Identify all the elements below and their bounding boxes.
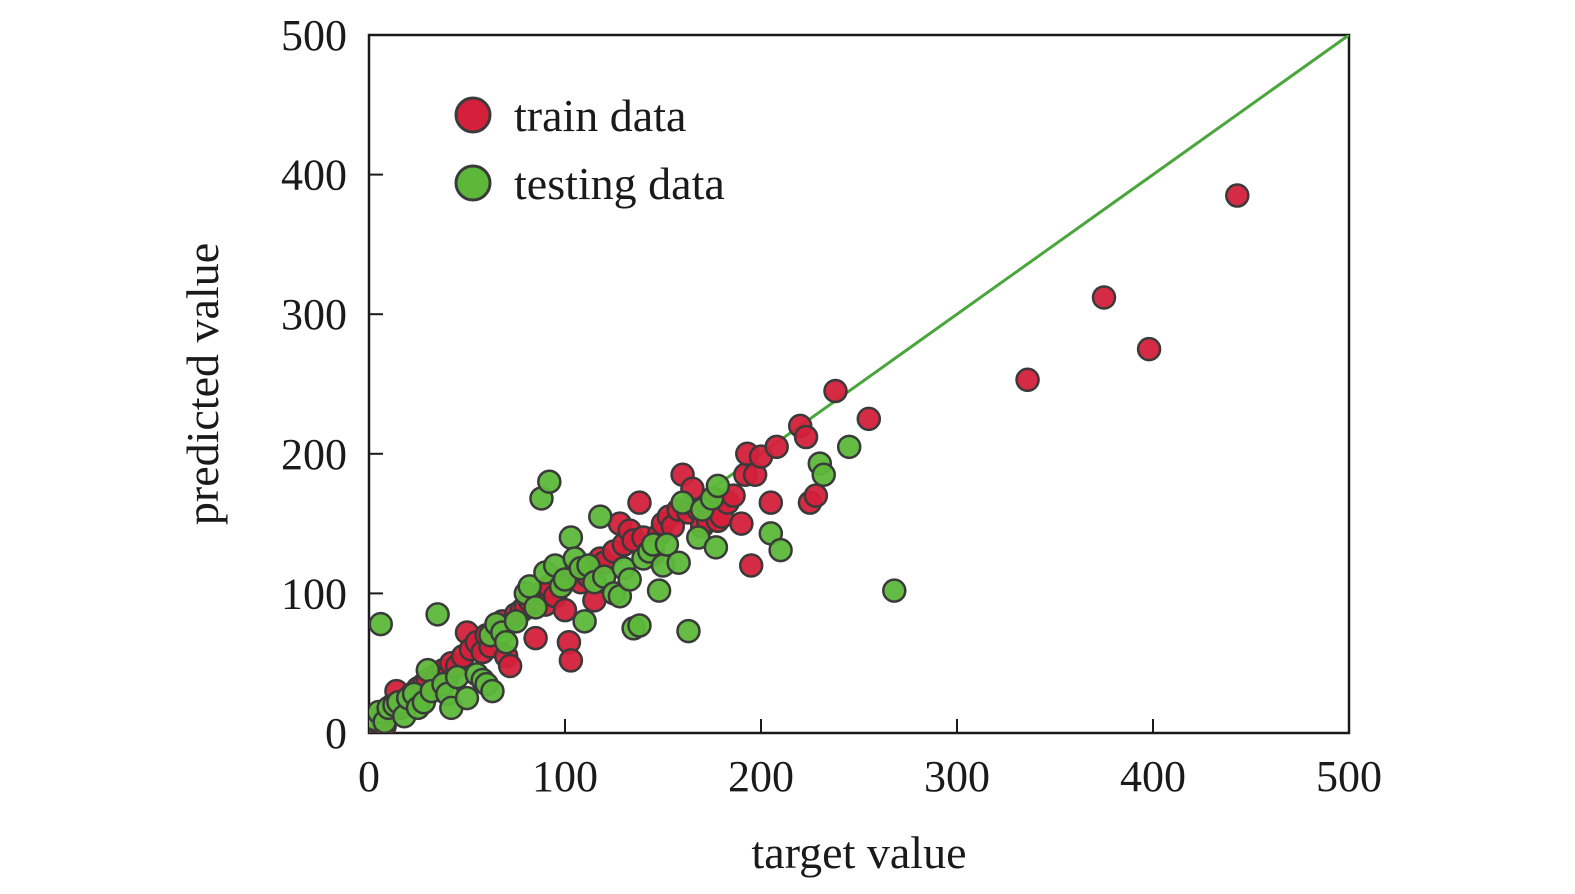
data-point: [627, 613, 652, 638]
data-point: [758, 490, 784, 515]
legend-marker: [454, 96, 492, 134]
x-tick-label: 200: [728, 752, 794, 801]
y-tick-label: 100: [281, 569, 347, 618]
x-tick-label: 500: [1316, 752, 1382, 801]
data-points: [369, 183, 1250, 733]
data-point: [497, 653, 523, 679]
x-tick-label: 400: [1120, 752, 1186, 801]
data-point: [1091, 285, 1117, 310]
data-point: [793, 424, 819, 450]
data-point: [836, 434, 862, 460]
y-axis-title: predicted value: [177, 243, 228, 525]
tick-labels: 0 100 200 300 400 500 0 100 200 300 400 500: [281, 11, 1382, 801]
legend-label: testing data: [514, 158, 725, 209]
data-point: [523, 625, 548, 651]
data-point: [537, 469, 562, 494]
data-point: [588, 504, 613, 529]
x-tick-label: 100: [532, 752, 598, 801]
data-point: [1225, 183, 1250, 208]
data-point: [823, 378, 848, 404]
data-point: [503, 609, 529, 634]
x-tick-label: 300: [924, 752, 990, 801]
data-point: [454, 685, 480, 711]
data-point: [1136, 336, 1162, 362]
y-tick-label: 500: [281, 11, 347, 60]
axis-ticks: [369, 173, 1154, 733]
data-point: [738, 553, 764, 578]
data-point: [552, 597, 578, 623]
data-point: [729, 511, 754, 536]
data-point: [646, 578, 672, 603]
x-axis-title: target value: [752, 827, 967, 878]
data-point: [558, 525, 584, 550]
data-point: [369, 611, 394, 637]
data-point: [627, 490, 652, 515]
data-point: [764, 434, 789, 460]
data-point: [523, 595, 548, 620]
y-tick-label: 400: [281, 151, 347, 200]
data-point: [803, 483, 829, 508]
data-point: [425, 602, 450, 627]
data-point: [703, 535, 729, 560]
data-point: [705, 473, 731, 499]
data-point: [1015, 367, 1040, 393]
x-tick-label: 0: [358, 752, 380, 801]
legend-label: train data: [514, 90, 686, 141]
data-point: [882, 578, 907, 603]
legend: train data testing data: [454, 90, 725, 209]
data-point: [572, 609, 597, 634]
data-point: [617, 567, 642, 592]
y-tick-label: 0: [325, 709, 347, 758]
data-point: [856, 406, 882, 432]
series-1-points: [369, 434, 907, 733]
legend-marker: [454, 164, 492, 202]
data-point: [811, 462, 836, 487]
data-point: [654, 532, 680, 557]
data-point: [480, 678, 505, 704]
data-point: [558, 648, 584, 673]
y-tick-label: 300: [281, 290, 347, 339]
data-point: [676, 618, 701, 644]
data-point: [493, 630, 519, 655]
data-point: [666, 550, 691, 575]
y-tick-label: 200: [281, 430, 347, 479]
data-point: [768, 537, 793, 563]
